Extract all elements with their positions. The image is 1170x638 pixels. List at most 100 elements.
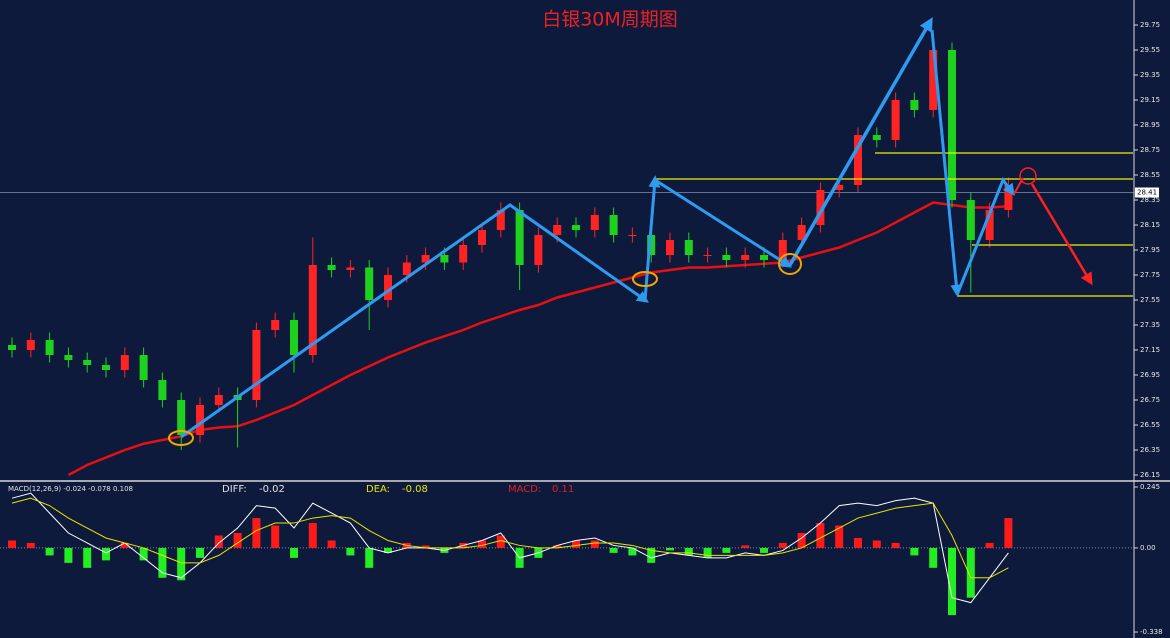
candle-body bbox=[421, 255, 430, 263]
marker-circle bbox=[1019, 167, 1037, 185]
macd-bar bbox=[83, 547, 92, 568]
candle-body bbox=[64, 355, 73, 360]
macd-bar bbox=[308, 523, 317, 548]
wave-line bbox=[180, 203, 649, 439]
macd-name: MACD: bbox=[508, 484, 541, 495]
candle-body bbox=[8, 345, 16, 350]
y-tick-label: 27.15 bbox=[1140, 346, 1160, 354]
y-tick-label: 26.35 bbox=[1140, 446, 1160, 454]
candle-body bbox=[196, 405, 204, 435]
candle-body bbox=[609, 215, 618, 235]
candle-body bbox=[478, 230, 486, 245]
y-tick-label: 29.55 bbox=[1140, 46, 1160, 54]
candle-body bbox=[872, 135, 881, 140]
macd-bar bbox=[647, 547, 656, 563]
macd-bar bbox=[177, 547, 186, 581]
macd-bar bbox=[1004, 518, 1013, 548]
candle-body bbox=[929, 50, 938, 110]
y-tick-label: 26.15 bbox=[1140, 471, 1160, 479]
candle-body bbox=[703, 255, 712, 256]
diff-name: DIFF: bbox=[222, 484, 247, 495]
candle-body bbox=[177, 400, 186, 435]
candle-body bbox=[214, 395, 223, 405]
macd-bar bbox=[421, 545, 430, 548]
macd-bar bbox=[722, 547, 731, 553]
annotations bbox=[168, 17, 1133, 446]
marker-oval bbox=[168, 430, 194, 446]
y-tick-label: 27.35 bbox=[1140, 321, 1160, 329]
macd-bar bbox=[553, 545, 562, 548]
macd-bar bbox=[496, 535, 505, 548]
plot-area: 26.15 26.35 26.55 26.75 26.95 27.15 27.35 27.55… bbox=[0, 21, 1163, 636]
candle-body bbox=[327, 265, 336, 270]
macd-bar bbox=[816, 523, 825, 548]
macd-bar bbox=[478, 540, 486, 548]
macd-bar bbox=[120, 542, 129, 548]
candle-body bbox=[948, 50, 956, 200]
macd-bar bbox=[797, 533, 806, 548]
macd-bar bbox=[327, 540, 336, 548]
y-tick-label: 27.95 bbox=[1140, 246, 1160, 254]
macd-bar bbox=[609, 547, 618, 553]
y-tick-label: 26.55 bbox=[1140, 421, 1160, 429]
macd-bar bbox=[628, 547, 637, 556]
macd-bar bbox=[910, 547, 919, 556]
macd-bar bbox=[64, 547, 73, 563]
candle-body bbox=[666, 240, 674, 255]
macd-bar bbox=[196, 547, 204, 558]
candle-body bbox=[440, 255, 449, 263]
y-tick-label: 29.15 bbox=[1140, 96, 1160, 104]
macd-bar bbox=[778, 542, 787, 548]
y-tick-label: 27.55 bbox=[1140, 296, 1160, 304]
macd-bar bbox=[102, 547, 110, 561]
candle-body bbox=[534, 235, 543, 265]
candle-body bbox=[346, 267, 355, 270]
macd-bar bbox=[252, 518, 261, 548]
macd-bar bbox=[760, 547, 768, 553]
macd-bar bbox=[835, 525, 844, 548]
candle-body bbox=[797, 225, 806, 240]
candle-body bbox=[684, 240, 693, 255]
candle-body bbox=[553, 225, 562, 235]
y-tick-label: 0.00 bbox=[1140, 544, 1156, 552]
y-tick-label: 28.35 bbox=[1140, 196, 1160, 204]
macd-bar bbox=[572, 540, 580, 548]
macd-bar bbox=[139, 547, 148, 561]
candle-body bbox=[628, 235, 637, 236]
macd-bar bbox=[233, 533, 242, 548]
forecast-arrow bbox=[1030, 183, 1093, 286]
macd-bar bbox=[666, 547, 674, 551]
macd-bar bbox=[346, 547, 355, 556]
macd-bar bbox=[966, 547, 975, 598]
wave-line bbox=[654, 178, 793, 268]
macd-bar bbox=[214, 535, 223, 548]
diff-value: -0.02 bbox=[259, 484, 285, 495]
candle-body bbox=[290, 320, 298, 355]
macd-bar bbox=[948, 547, 956, 616]
candle-body bbox=[966, 200, 975, 240]
candle-body bbox=[647, 235, 656, 255]
candle-body bbox=[102, 365, 110, 370]
macd-bar bbox=[8, 540, 16, 548]
y-tick-label: 28.55 bbox=[1140, 171, 1160, 179]
candle-body bbox=[891, 100, 900, 140]
wave-line bbox=[643, 175, 661, 301]
macd-value: 0.11 bbox=[552, 484, 574, 495]
chart-title: 白银30M周期图 bbox=[542, 9, 678, 31]
dea-value: -0.08 bbox=[402, 484, 428, 495]
candle-body bbox=[83, 360, 92, 365]
diff-line bbox=[11, 492, 1009, 604]
candle-body bbox=[26, 340, 35, 350]
wave-line bbox=[930, 29, 963, 297]
y-tick-label: 28.15 bbox=[1140, 221, 1160, 229]
macd-bar bbox=[26, 542, 35, 548]
wave-line bbox=[788, 17, 933, 266]
candle-body bbox=[365, 267, 374, 300]
moving-average bbox=[67, 201, 1009, 477]
candle-body bbox=[1004, 185, 1013, 210]
candle-body bbox=[854, 135, 862, 185]
candle-body bbox=[45, 340, 54, 355]
forecast-arrow bbox=[1013, 177, 1024, 195]
